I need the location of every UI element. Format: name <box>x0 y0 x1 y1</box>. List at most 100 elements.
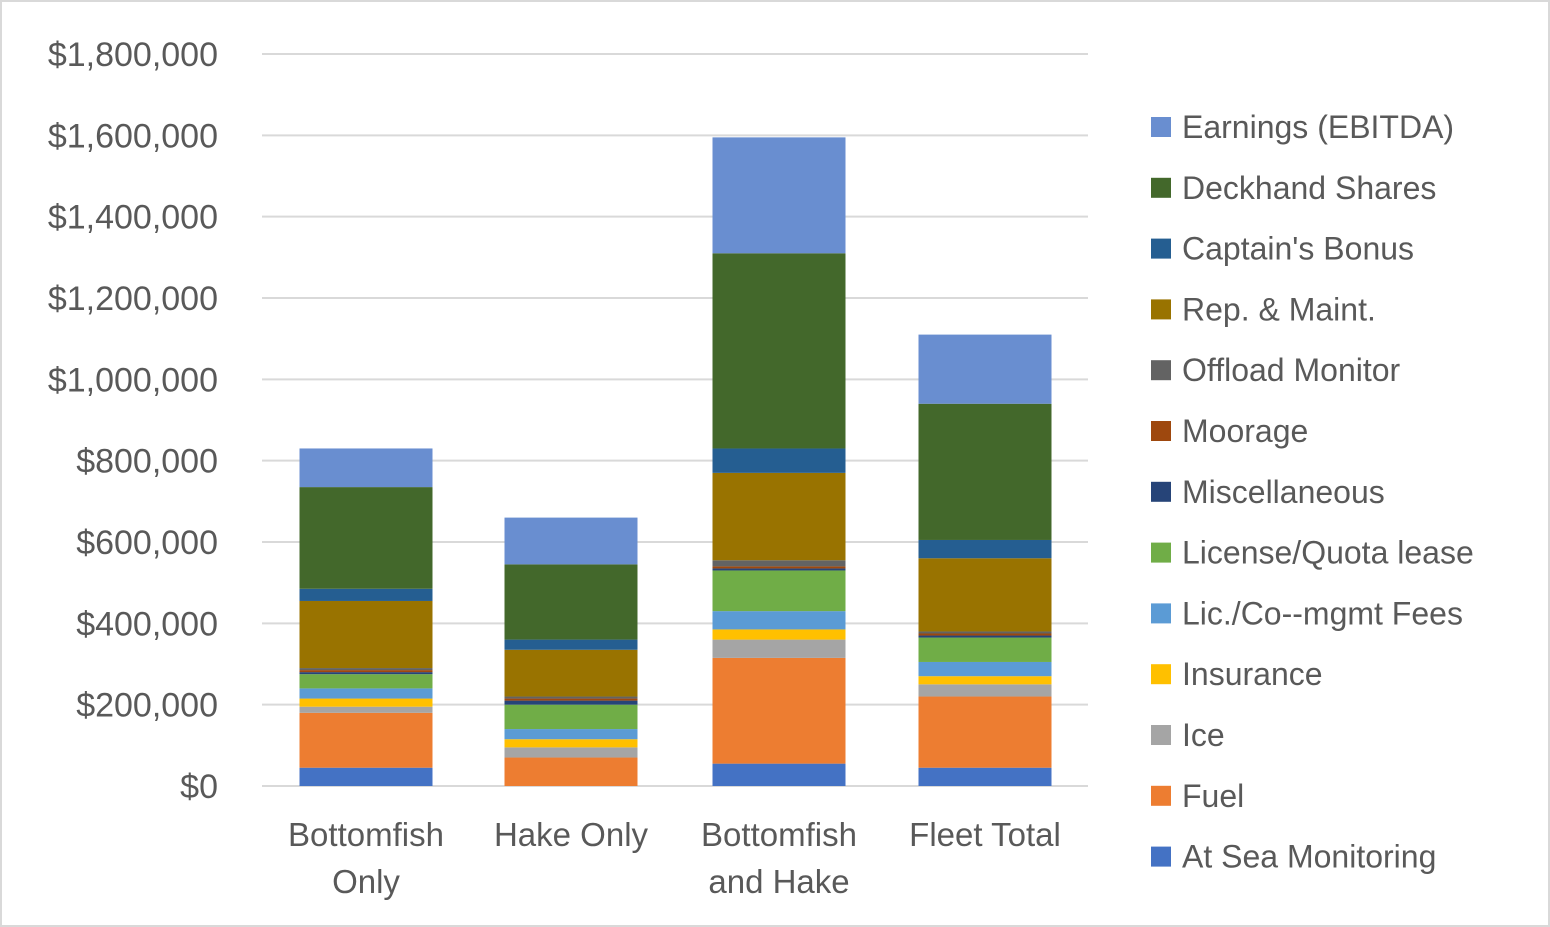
bar-segment-rep-maint- <box>918 558 1052 632</box>
bar-stack <box>918 334 1052 786</box>
legend-label: At Sea Monitoring <box>1182 839 1436 875</box>
bar-segment-captain-s-bonus <box>299 588 433 601</box>
bar-segment-insurance <box>918 676 1052 685</box>
y-tick-label: $600,000 <box>76 524 218 562</box>
legend-item: Insurance <box>1151 656 1323 692</box>
bar-segment-insurance <box>712 629 846 640</box>
x-category-label-line: Fleet Total <box>909 816 1061 853</box>
bar-segment-earnings-ebitda- <box>504 517 638 565</box>
bar-segment-deckhand-shares <box>299 487 433 589</box>
bar-segment-fuel <box>504 757 638 786</box>
bar-segment-deckhand-shares <box>918 403 1052 540</box>
y-tick-label: $1,800,000 <box>48 36 218 74</box>
bar-segment-lic-co-mgmt-fees <box>918 661 1052 677</box>
bar-segment-fuel <box>299 712 433 768</box>
bar-segment-offload-monitor <box>712 560 846 567</box>
bar-segment-ice <box>299 706 433 713</box>
legend-swatch <box>1151 846 1171 867</box>
legend-swatch <box>1151 238 1171 259</box>
y-tick-label: $400,000 <box>76 605 218 643</box>
legend-swatch <box>1151 664 1171 685</box>
legend-item: Rep. & Maint. <box>1151 291 1376 327</box>
bar-segment-deckhand-shares <box>712 253 846 449</box>
bar-segment-lic-co-mgmt-fees <box>299 688 433 699</box>
legend-item: At Sea Monitoring <box>1151 839 1436 875</box>
y-tick-label: $200,000 <box>76 687 218 725</box>
bar-segment-lic-co-mgmt-fees <box>504 729 638 740</box>
bar-segment-moorage <box>299 670 433 673</box>
legend-item: License/Quota lease <box>1151 535 1474 571</box>
legend-label: Miscellaneous <box>1182 474 1385 510</box>
bar-segment-rep-maint- <box>299 600 433 669</box>
x-category-label: Hake Only <box>494 816 649 853</box>
bar-segment-rep-maint- <box>712 472 846 561</box>
bar-segment-fuel <box>712 657 846 764</box>
bar-segment-at-sea-monitoring <box>299 767 433 786</box>
y-tick-label: $1,200,000 <box>48 280 218 318</box>
x-category-label-line: Only <box>332 863 400 900</box>
x-category-label-line: Bottomfish <box>288 816 444 853</box>
bar-segment-moorage <box>712 566 846 569</box>
x-category-label-line: Hake Only <box>494 816 649 853</box>
legend-label: Fuel <box>1182 778 1244 814</box>
bar-stack <box>299 448 433 786</box>
bar-segment-miscellaneous <box>504 700 638 705</box>
bar-segment-miscellaneous <box>918 635 1052 638</box>
x-category-label-line: Bottomfish <box>701 816 857 853</box>
legend-label: Lic./Co--mgmt Fees <box>1182 595 1463 631</box>
bar-segment-rep-maint- <box>504 649 638 697</box>
legend-item: Ice <box>1151 717 1225 753</box>
legend-swatch <box>1151 603 1171 624</box>
bar-segment-lic-co-mgmt-fees <box>712 611 846 630</box>
bar-segment-fuel <box>918 696 1052 768</box>
legend-item: Captain's Bonus <box>1151 231 1414 267</box>
legend-swatch <box>1151 785 1171 806</box>
bar-segment-at-sea-monitoring <box>918 767 1052 786</box>
legend-swatch <box>1151 725 1171 745</box>
bar-segment-ice <box>504 747 638 758</box>
legend-label: Rep. & Maint. <box>1182 291 1376 327</box>
bar-segment-ice <box>918 684 1052 697</box>
y-tick-label: $1,600,000 <box>48 117 218 155</box>
y-tick-label: $1,400,000 <box>48 199 218 237</box>
legend-label: Offload Monitor <box>1182 352 1401 388</box>
bar-segment-earnings-ebitda- <box>918 334 1052 404</box>
legend-label: Moorage <box>1182 413 1308 449</box>
bars <box>299 137 1052 786</box>
bar-segment-deckhand-shares <box>504 564 638 640</box>
x-axis-category-labels: Bottomfish Only Hake Only Bottomfish and Hak… <box>288 816 1061 900</box>
legend-swatch <box>1151 481 1171 502</box>
bar-segment-at-sea-monitoring <box>712 763 846 786</box>
bar-segment-license-quota-lease <box>712 570 846 612</box>
bar-segment-insurance <box>299 698 433 707</box>
legend-label: License/Quota lease <box>1182 535 1474 571</box>
bar-stack <box>712 137 846 786</box>
bar-segment-earnings-ebitda- <box>712 137 846 254</box>
bar-segment-license-quota-lease <box>299 674 433 689</box>
bar-segment-moorage <box>918 633 1052 636</box>
legend-swatch <box>1151 360 1171 381</box>
bar-segment-captain-s-bonus <box>712 448 846 473</box>
legend-label: Captain's Bonus <box>1182 231 1414 267</box>
legend-item: Moorage <box>1151 413 1308 449</box>
legend-label: Earnings (EBITDA) <box>1182 109 1454 145</box>
bar-segment-license-quota-lease <box>504 704 638 730</box>
legend-label: Insurance <box>1182 656 1323 692</box>
y-tick-label: $0 <box>180 768 218 806</box>
x-category-label: Bottomfish and Hake <box>701 816 857 900</box>
legend-item: Miscellaneous <box>1151 474 1385 510</box>
bar-segment-license-quota-lease <box>918 637 1052 662</box>
y-axis-tick-labels: $0 $200,000 $400,000 $600,000 $800,000 $1,000… <box>48 36 218 806</box>
legend-swatch <box>1151 177 1171 198</box>
legend-swatch <box>1151 117 1171 137</box>
legend-swatch <box>1151 542 1171 563</box>
legend-item: Lic./Co--mgmt Fees <box>1151 595 1463 631</box>
legend-label: Deckhand Shares <box>1182 170 1436 206</box>
x-category-label: Bottomfish Only <box>288 816 444 900</box>
y-tick-label: $800,000 <box>76 443 218 481</box>
bar-segment-offload-monitor <box>504 696 638 699</box>
bar-segment-insurance <box>504 739 638 748</box>
x-category-label: Fleet Total <box>909 816 1061 853</box>
legend-swatch <box>1151 421 1171 441</box>
